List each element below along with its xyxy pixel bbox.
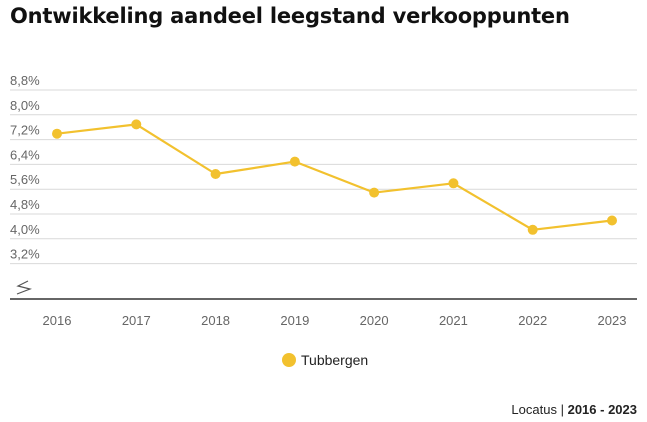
gridlines: [10, 89, 637, 265]
y-tick-label: 6,4%: [10, 147, 40, 162]
y-tick-label: 4,8%: [10, 197, 40, 212]
y-tick-label: 4,0%: [10, 222, 40, 237]
source-label: Locatus: [511, 402, 557, 417]
series-line: [56, 123, 613, 231]
data-point: [131, 119, 142, 130]
axis-break-icon: [16, 280, 32, 295]
source-period: 2016 - 2023: [567, 402, 637, 417]
data-point: [289, 156, 300, 167]
y-tick-label: 7,2%: [10, 123, 40, 138]
legend-swatch: [282, 353, 296, 367]
x-tick-label: 2016: [43, 313, 72, 328]
data-point: [369, 187, 380, 198]
y-tick-label: 3,2%: [10, 247, 40, 262]
y-tick-labels: 8,8% 8,0% 7,2% 6,4% 5,6% 4,8% 4,0% 3,2%: [10, 73, 40, 262]
x-tick-label: 2017: [122, 313, 151, 328]
data-point: [52, 128, 62, 139]
legend-label: Tubbergen: [301, 352, 369, 368]
x-tick-label: 2019: [280, 313, 309, 328]
series-layer: [52, 119, 617, 235]
chart-title: Ontwikkeling aandeel leegstand verkooppu…: [10, 4, 570, 28]
x-tick-label: 2022: [518, 313, 547, 328]
data-point: [210, 169, 221, 179]
x-tick-label: 2018: [201, 313, 230, 328]
x-tick-label: 2023: [598, 313, 627, 328]
source-note: Locatus | 2016 - 2023: [511, 402, 637, 417]
data-point: [607, 215, 617, 226]
y-tick-label: 8,0%: [10, 98, 40, 113]
data-point: [448, 178, 459, 189]
data-point: [527, 224, 538, 235]
y-tick-label: 5,6%: [10, 172, 40, 187]
x-tick-label: 2020: [360, 313, 389, 328]
y-tick-label: 8,8%: [10, 73, 40, 88]
source-separator: |: [560, 402, 564, 417]
x-tick-labels: 2016 2017 2018 2019 2020 2021 2022 2023: [43, 313, 627, 328]
x-tick-label: 2021: [439, 313, 468, 328]
legend: Tubbergen: [282, 352, 368, 368]
